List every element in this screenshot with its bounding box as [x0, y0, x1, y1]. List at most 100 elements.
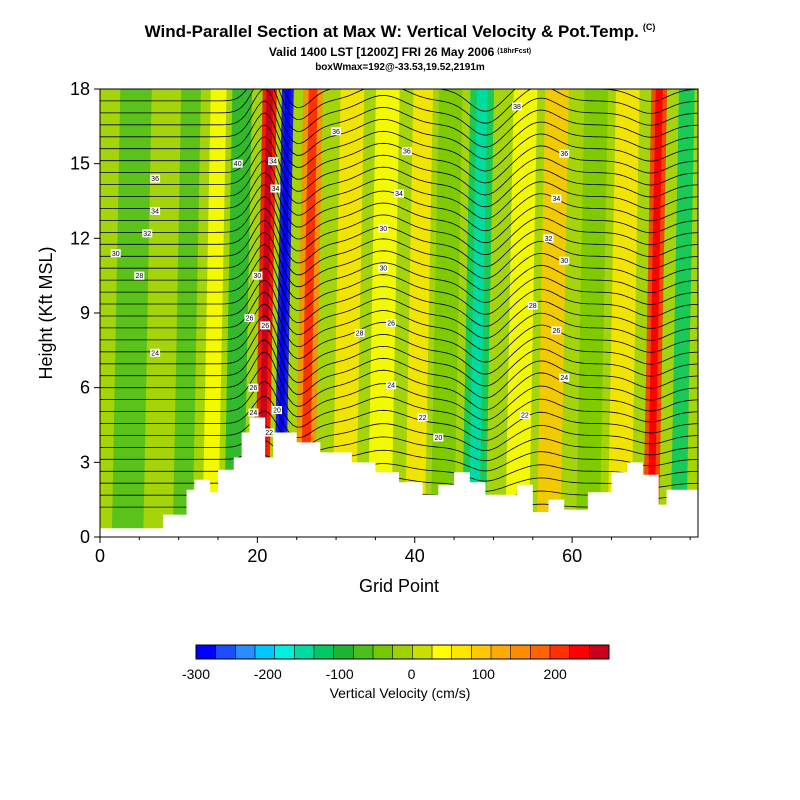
- velocity-band: [202, 89, 227, 537]
- theta-label-bg: [142, 229, 153, 238]
- theta-label-bg: [248, 383, 259, 392]
- y-axis-label: Height (Kft MSL): [36, 246, 56, 379]
- colorbar-tick-label: -100: [326, 666, 354, 682]
- theta-label-bg: [331, 127, 342, 136]
- velocity-band: [172, 89, 201, 537]
- theta-label-bg: [150, 348, 161, 357]
- theta-label: 22: [265, 430, 273, 437]
- colorbar-swatch: [392, 645, 413, 659]
- colorbar-swatch: [333, 645, 354, 659]
- x-tick-label: 0: [95, 546, 105, 566]
- theta-label: 30: [253, 273, 261, 280]
- theta-label-bg: [244, 313, 255, 322]
- theta-label: 24: [151, 350, 159, 357]
- theta-label-bg: [260, 321, 271, 330]
- y-tick-label: 15: [70, 154, 90, 174]
- theta-label: 24: [250, 410, 258, 417]
- theta-label-bg: [232, 159, 243, 168]
- colorbar-swatch: [491, 645, 511, 659]
- colorbar-tick-label: 100: [472, 666, 496, 682]
- y-tick-label: 12: [70, 228, 90, 248]
- theta-label-bg: [386, 318, 397, 327]
- theta-contour: [100, 381, 698, 431]
- theta-contour: [100, 89, 698, 148]
- theta-contour: [100, 366, 698, 421]
- theta-label: 26: [552, 328, 560, 335]
- theta-contour: [100, 455, 698, 482]
- theta-contour-labels: 36 34 32 30 28 24 40 34 34 30 26 26 26 24 22 20 36 36 34 30…: [110, 102, 570, 442]
- x-tick-label: 40: [405, 546, 425, 566]
- colorbar-swatch: [412, 645, 433, 659]
- velocity-band: [576, 89, 609, 537]
- theta-label-bg: [519, 411, 530, 420]
- x-axis: 0 20 40 60: [95, 537, 691, 566]
- theta-label: 30: [112, 251, 120, 258]
- theta-label-bg: [559, 373, 570, 382]
- colorbar-swatch: [432, 645, 452, 659]
- theta-contour: [100, 89, 698, 136]
- theta-label: 28: [135, 273, 143, 280]
- theta-label-bg: [559, 256, 570, 265]
- theta-label-bg: [527, 301, 538, 310]
- theta-contour: [100, 243, 698, 303]
- theta-contour: [100, 184, 698, 244]
- theta-label-bg: [433, 433, 444, 442]
- theta-label-bg: [150, 206, 161, 215]
- theta-label: 34: [272, 186, 280, 193]
- theta-label: 26: [250, 385, 258, 392]
- theta-label: 26: [261, 323, 269, 330]
- velocity-band: [607, 89, 640, 537]
- colorbar-tick-label: -300: [182, 666, 210, 682]
- colorbar-swatch: [274, 645, 295, 659]
- colorbar-swatch: [196, 645, 216, 659]
- theta-contour: [100, 136, 698, 196]
- theta-label: 32: [545, 236, 553, 243]
- theta-label-bg: [264, 428, 275, 437]
- theta-contour: [100, 327, 698, 387]
- colorbar-swatch: [294, 645, 315, 659]
- velocity-band-core: [468, 89, 488, 537]
- theta-contour: [100, 303, 698, 363]
- velocity-band: [430, 89, 463, 537]
- colorbar: -300 -200 -100 0 100 200: [182, 644, 610, 682]
- theta-label: 28: [529, 303, 537, 310]
- theta-label-bg: [543, 234, 554, 243]
- velocity-band: [367, 89, 400, 537]
- theta-label-bg: [252, 271, 263, 280]
- title-mark: (C): [642, 22, 656, 32]
- colorbar-swatch: [235, 645, 256, 659]
- x-tick-label: 20: [247, 546, 267, 566]
- theta-label: 20: [434, 435, 442, 442]
- theta-label: 26: [246, 315, 254, 322]
- theta-contour: [100, 440, 698, 472]
- theta-label: 36: [560, 151, 568, 158]
- theta-contour: [100, 395, 698, 441]
- colorbar-tick-label: 0: [408, 666, 416, 682]
- theta-label: 34: [395, 191, 403, 198]
- theta-label-bg: [551, 194, 562, 203]
- colorbar-swatch: [353, 645, 374, 659]
- theta-label: 30: [379, 266, 387, 273]
- theta-label: 22: [419, 415, 427, 422]
- theta-label-bg: [512, 102, 523, 111]
- colorbar-swatch: [471, 645, 492, 659]
- colorbar-swatch: [530, 645, 551, 659]
- x-tick-label: 60: [562, 546, 582, 566]
- theta-label-bg: [134, 271, 145, 280]
- theta-contour: [100, 148, 698, 208]
- theta-contour: [100, 160, 698, 220]
- colorbar-swatch: [373, 645, 393, 659]
- velocity-band: [670, 89, 695, 537]
- theta-label: 20: [273, 408, 281, 415]
- velocity-band-core: [276, 89, 291, 537]
- theta-contour: [100, 89, 698, 124]
- theta-label-bg: [401, 147, 412, 156]
- theta-contour: [100, 231, 698, 291]
- theta-label-bg: [378, 264, 389, 273]
- theta-label: 30: [560, 258, 568, 265]
- colorbar-frame: [195, 644, 610, 660]
- y-tick-label: 0: [80, 527, 90, 547]
- velocity-band: [111, 89, 152, 537]
- theta-contour: [100, 267, 698, 327]
